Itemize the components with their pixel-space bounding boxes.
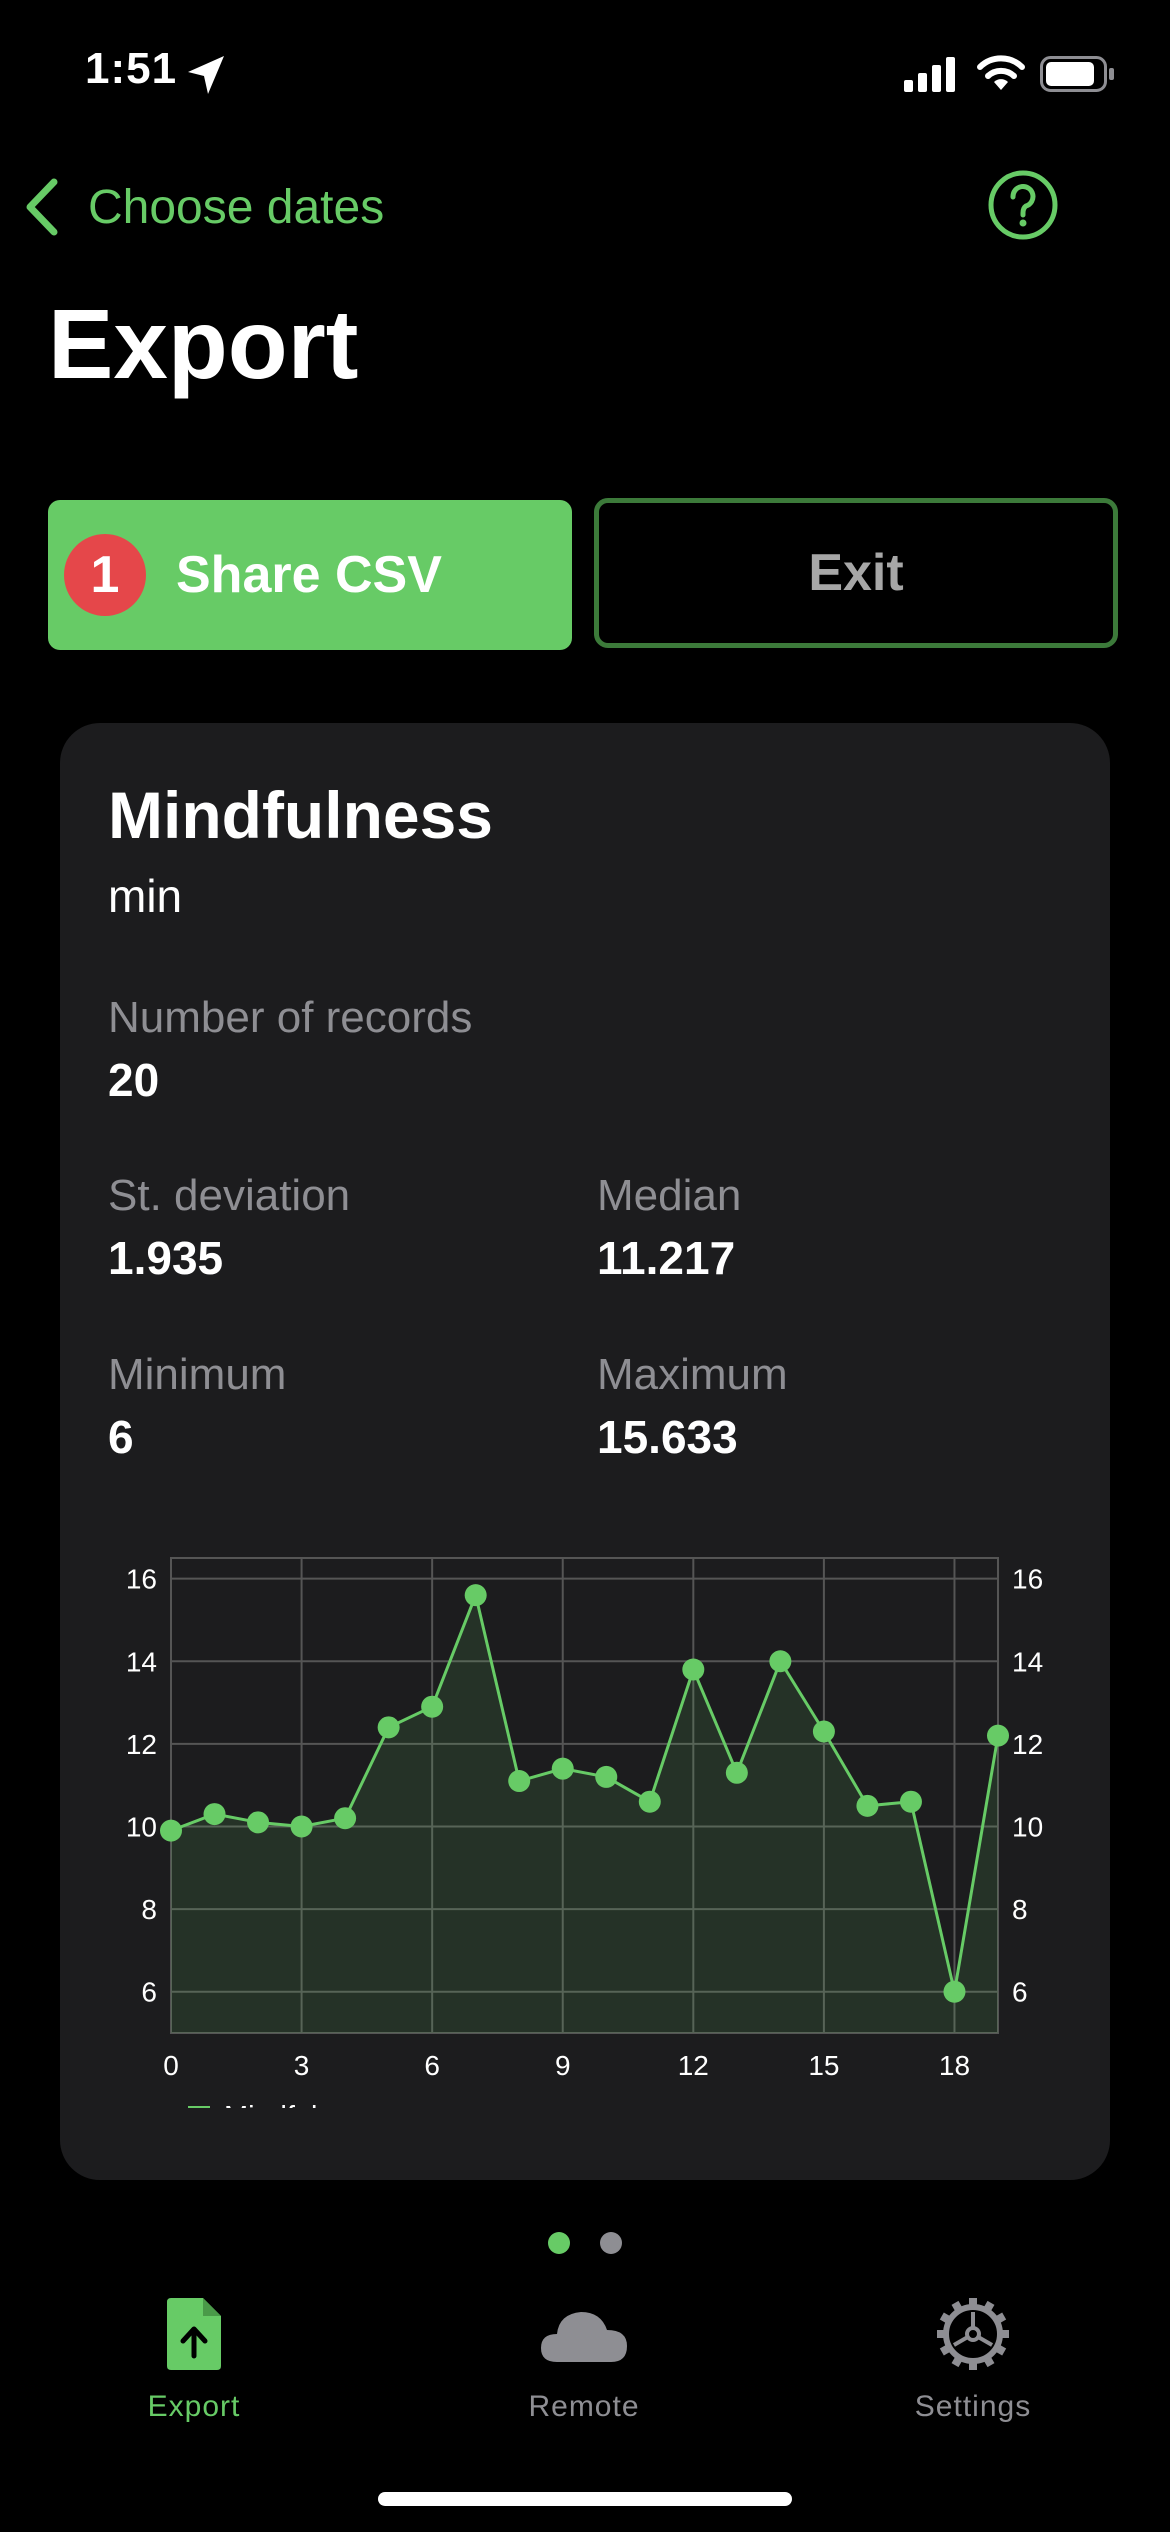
y-tick-label-right: 14: [1012, 1646, 1043, 1677]
stdev-value: 1.935: [108, 1232, 224, 1284]
wifi-icon: [977, 55, 1025, 90]
series-area: [171, 1595, 998, 2033]
x-tick-label: 0: [163, 2050, 179, 2081]
tab-remote[interactable]: Remote: [454, 2296, 714, 2424]
page-dot[interactable]: [600, 2232, 622, 2254]
data-point: [638, 1790, 661, 1813]
exit-label: Exit: [808, 544, 904, 602]
data-point: [203, 1803, 226, 1826]
x-tick-label: 3: [294, 2050, 310, 2081]
data-point: [247, 1811, 270, 1834]
cellular-signal-icon: [904, 57, 955, 92]
x-tick-label: 15: [808, 2050, 839, 2081]
y-tick-label-right: 10: [1012, 1811, 1043, 1842]
battery-icon: [1040, 56, 1114, 92]
export-document-icon: [167, 2298, 221, 2370]
data-point: [290, 1815, 313, 1838]
tab-export[interactable]: Export: [64, 2296, 324, 2424]
cloud-icon: [541, 2312, 627, 2362]
data-point: [725, 1761, 748, 1784]
data-point: [987, 1724, 1009, 1747]
y-tick-label-left: 6: [141, 1977, 157, 2008]
maximum-value: 15.633: [597, 1411, 738, 1463]
line-chart: 6 6 8 8 10 10 12 12 14 14 16 16 0 3 6 9 12 15 18 Mindfulnes…: [126, 1557, 1043, 2108]
data-point: [943, 1980, 966, 2003]
maximum-label: Maximum: [597, 1350, 788, 1399]
page-dot-active[interactable]: [548, 2232, 570, 2254]
back-button[interactable]: Choose dates: [24, 172, 384, 242]
data-point: [595, 1765, 618, 1788]
data-point: [377, 1716, 400, 1739]
data-point: [899, 1790, 922, 1813]
y-tick-label-left: 16: [126, 1564, 157, 1595]
y-tick-label-left: 10: [126, 1811, 157, 1842]
y-tick-label-left: 12: [126, 1729, 157, 1760]
legend-swatch: [188, 2106, 210, 2108]
tab-settings-label: Settings: [914, 2390, 1032, 2423]
location-arrow-icon: [188, 56, 224, 94]
y-tick-label-right: 8: [1012, 1894, 1028, 1925]
y-tick-label-right: 12: [1012, 1729, 1043, 1760]
data-point: [856, 1794, 879, 1817]
data-point: [421, 1695, 444, 1718]
stdev-label: St. deviation: [108, 1171, 351, 1220]
share-csv-label: Share CSV: [176, 546, 442, 604]
minimum-value: 6: [108, 1411, 134, 1463]
minimum-label: Minimum: [108, 1350, 287, 1399]
y-tick-label-left: 8: [141, 1894, 157, 1925]
help-icon[interactable]: [988, 170, 1058, 240]
data-point: [160, 1819, 182, 1842]
chevron-left-icon: [26, 178, 58, 236]
share-count-badge: 1: [64, 534, 146, 616]
records-value: 20: [108, 1054, 160, 1106]
card-title: Mindfulness: [108, 778, 494, 852]
x-tick-label: 12: [678, 2050, 709, 2081]
share-csv-button[interactable]: 1 Share CSV: [48, 500, 572, 650]
legend-label: Mindfulness: [224, 2101, 379, 2108]
metric-card[interactable]: Mindfulness min Number of records 20 St.…: [60, 723, 1110, 2180]
data-point: [769, 1650, 792, 1673]
data-point: [682, 1658, 705, 1681]
home-indicator: [378, 2492, 792, 2506]
exit-button[interactable]: Exit: [594, 498, 1118, 648]
gear-icon: [937, 2298, 1009, 2370]
back-button-label: Choose dates: [88, 180, 385, 234]
data-point: [464, 1584, 487, 1607]
data-point: [334, 1807, 357, 1830]
tab-settings[interactable]: Settings: [843, 2296, 1103, 2424]
status-time-text: 1:51: [85, 44, 178, 93]
x-tick-label: 6: [424, 2050, 440, 2081]
page-title: Export: [48, 289, 359, 399]
tab-export-label: Export: [147, 2390, 241, 2423]
data-point: [508, 1770, 531, 1793]
data-point: [812, 1720, 835, 1743]
y-tick-label-right: 6: [1012, 1977, 1028, 2008]
data-point: [551, 1757, 574, 1780]
card-unit: min: [108, 870, 183, 922]
records-label: Number of records: [108, 993, 473, 1042]
x-tick-label: 9: [555, 2050, 571, 2081]
y-tick-label-left: 14: [126, 1646, 157, 1677]
status-time: 1:51: [85, 44, 177, 94]
y-tick-label-right: 16: [1012, 1564, 1043, 1595]
median-value: 11.217: [597, 1232, 736, 1284]
x-tick-label: 18: [939, 2050, 970, 2081]
tab-remote-label: Remote: [528, 2390, 640, 2423]
median-label: Median: [597, 1171, 742, 1220]
